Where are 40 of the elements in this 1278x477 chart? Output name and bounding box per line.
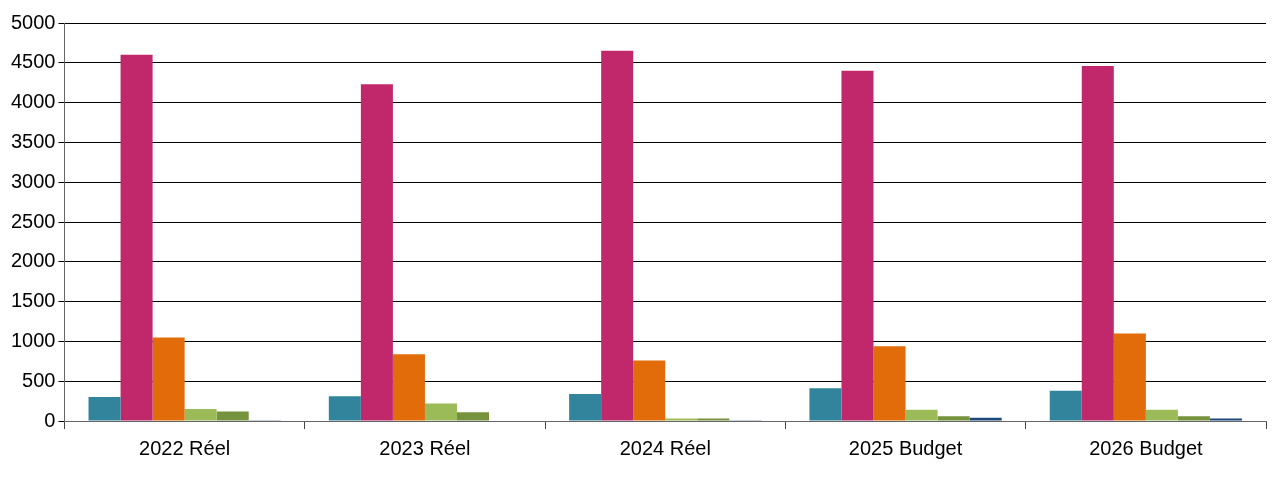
y-tick-label: 1000 (10, 328, 56, 351)
bar (360, 84, 393, 421)
bar (456, 412, 490, 421)
y-tick-label: 3500 (10, 129, 56, 152)
bar (601, 50, 634, 421)
x-tick-label: 2022 Réel (139, 436, 231, 459)
y-tick-label: 500 (22, 368, 56, 391)
y-tick-label: 5000 (10, 10, 56, 33)
bar (184, 409, 217, 421)
bar (152, 337, 185, 421)
bar (937, 416, 970, 421)
bar (841, 70, 874, 421)
x-tick-label: 2024 Réel (619, 436, 711, 459)
bar (873, 346, 906, 421)
bar (424, 403, 457, 421)
y-tick-label: 2000 (10, 249, 56, 272)
y-tick-label: 3000 (10, 169, 56, 192)
bar (569, 393, 602, 421)
bar (328, 396, 361, 421)
bar (1049, 390, 1082, 421)
bar (216, 411, 249, 421)
y-tick-label: 4500 (10, 50, 56, 73)
bar (120, 54, 153, 421)
bar (1081, 65, 1114, 421)
x-tick-label: 2023 Réel (379, 436, 471, 459)
bar (969, 417, 1002, 421)
y-tick-label: 1500 (10, 289, 56, 312)
bar (1177, 416, 1210, 421)
x-tick-label: 2026 Budget (1089, 436, 1204, 459)
bar (1145, 409, 1178, 421)
bar (905, 409, 938, 421)
y-tick-label: 4000 (10, 90, 56, 113)
y-tick-label: 2500 (10, 209, 56, 232)
x-tick-label: 2025 Budget (848, 436, 963, 459)
bar (392, 354, 425, 421)
bar (88, 397, 121, 421)
bar (1113, 333, 1146, 421)
bar (809, 388, 842, 421)
bar (633, 360, 666, 421)
y-tick-label: 0 (44, 408, 56, 431)
